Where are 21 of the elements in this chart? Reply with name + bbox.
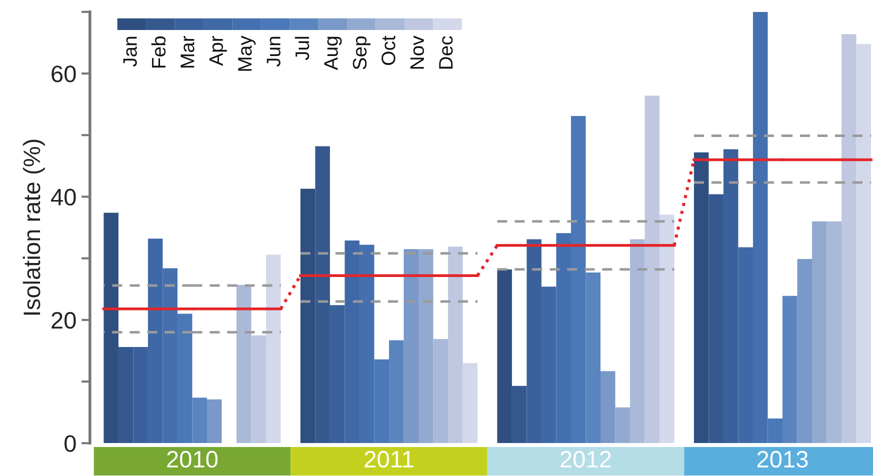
y-tick-label: 40 xyxy=(51,188,76,206)
legend-label: Feb xyxy=(151,36,166,68)
x-tick-label: 2011 xyxy=(364,450,414,468)
legend-label: Nov xyxy=(410,36,424,69)
y-tick-label: 20 xyxy=(52,312,76,329)
x-tick-label: 2010 xyxy=(167,450,218,468)
legend-label: Sep xyxy=(352,36,370,70)
x-tick-label: 2013 xyxy=(757,450,808,468)
legend-label: Aug xyxy=(324,36,342,70)
legend-label: May xyxy=(238,36,256,71)
y-tick-label: 60 xyxy=(52,66,76,82)
legend-label: Jul xyxy=(294,36,310,60)
x-tick-label: 2012 xyxy=(560,450,611,468)
legend-label: Jan xyxy=(123,36,137,67)
legend-label: Dec xyxy=(439,36,453,69)
y-axis-title: Isolation rate (%) xyxy=(22,140,45,315)
y-tick-label: 0 xyxy=(64,435,76,452)
legend-label: Apr xyxy=(209,36,227,66)
legend-label: Mar xyxy=(180,36,194,68)
legend-label: Jun xyxy=(266,36,280,67)
legend-label: Oct xyxy=(382,36,396,65)
